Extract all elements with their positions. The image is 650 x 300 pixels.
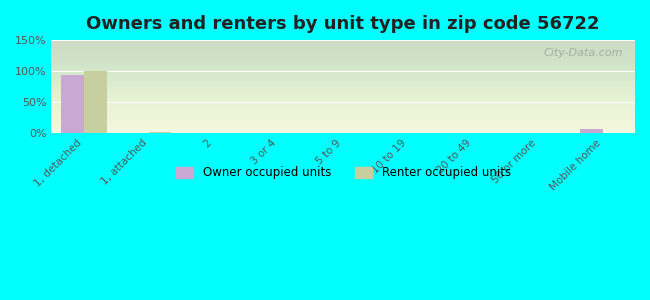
Text: City-Data.com: City-Data.com [544,47,623,58]
Legend: Owner occupied units, Renter occupied units: Owner occupied units, Renter occupied un… [171,162,515,184]
Title: Owners and renters by unit type in zip code 56722: Owners and renters by unit type in zip c… [86,15,600,33]
Bar [580,129,603,133]
Bar [149,132,172,133]
Bar [61,75,84,133]
Bar [84,71,107,133]
